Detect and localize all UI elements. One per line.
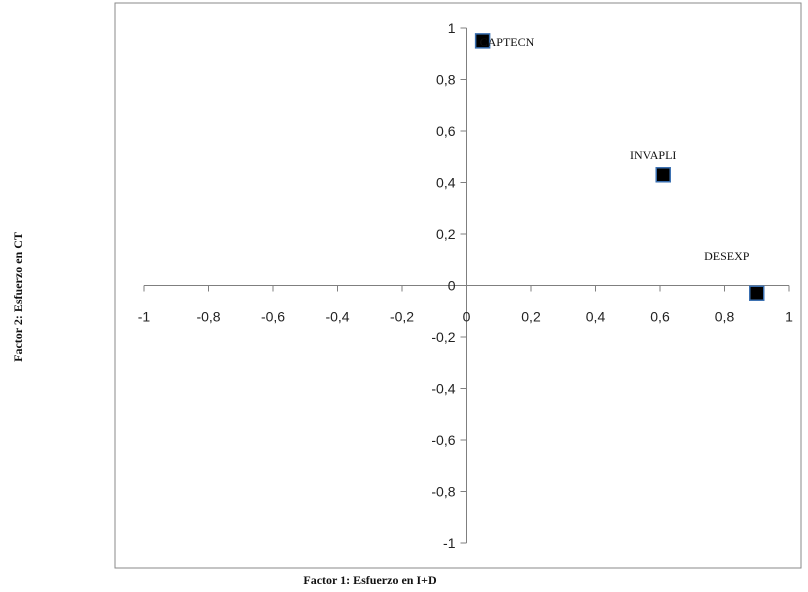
data-point-marker bbox=[474, 33, 491, 49]
y-tick-label: 1 bbox=[448, 20, 456, 36]
data-point-marker bbox=[749, 285, 765, 301]
data-point-label: INVAPLI bbox=[630, 148, 676, 162]
x-tick-label: 0,8 bbox=[715, 309, 735, 325]
y-tick-label: -0,2 bbox=[431, 329, 455, 345]
y-tick-label: 0,6 bbox=[436, 123, 456, 139]
x-tick-label: -0,4 bbox=[325, 309, 349, 325]
x-tick-label: 1 bbox=[785, 309, 793, 325]
x-tick-label: 0 bbox=[463, 309, 471, 325]
y-axis-title: Factor 2: Esfuerzo en CT bbox=[11, 232, 25, 362]
x-tick-label: -0,2 bbox=[390, 309, 414, 325]
data-points: CAPTECN INVAPLI DESEXP bbox=[474, 33, 765, 301]
x-tick-label: 0,6 bbox=[650, 309, 670, 325]
data-point-marker bbox=[655, 167, 671, 183]
x-axis-title: Factor 1: Esfuerzo en I+D bbox=[303, 573, 437, 587]
y-tick-label: -0,8 bbox=[431, 484, 455, 500]
x-tick-label: 0,4 bbox=[586, 309, 606, 325]
x-tick-label: 0,2 bbox=[521, 309, 541, 325]
y-tick-label: 0,2 bbox=[436, 226, 456, 242]
x-tick-label: -1 bbox=[138, 309, 151, 325]
y-tick-label: -0,6 bbox=[431, 432, 455, 448]
y-tick-label: 0,4 bbox=[436, 175, 456, 191]
data-point-label: CAPTECN bbox=[480, 35, 535, 49]
y-tick-label: 0 bbox=[448, 278, 456, 294]
y-axis-ticks: -1 -0,8 -0,6 -0,4 -0,2 0 0,2 0,4 0,6 0,8 1 bbox=[431, 20, 467, 551]
data-point-label: DESEXP bbox=[704, 249, 750, 263]
y-tick-label: -0,4 bbox=[431, 381, 455, 397]
plot-area-frame bbox=[114, 2, 802, 569]
y-tick-label: 0,8 bbox=[436, 72, 456, 88]
y-tick-label: -1 bbox=[443, 535, 456, 551]
x-tick-label: -0,8 bbox=[196, 309, 220, 325]
x-tick-label: -0,6 bbox=[261, 309, 285, 325]
x-axis-ticks: -1 -0,8 -0,6 -0,4 -0,2 0 0,2 0,4 0,6 0,8 1 bbox=[138, 285, 793, 325]
